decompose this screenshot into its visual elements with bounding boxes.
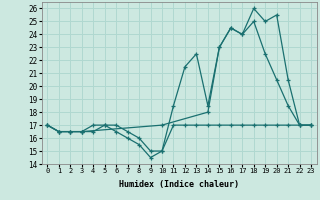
X-axis label: Humidex (Indice chaleur): Humidex (Indice chaleur) [119,180,239,189]
